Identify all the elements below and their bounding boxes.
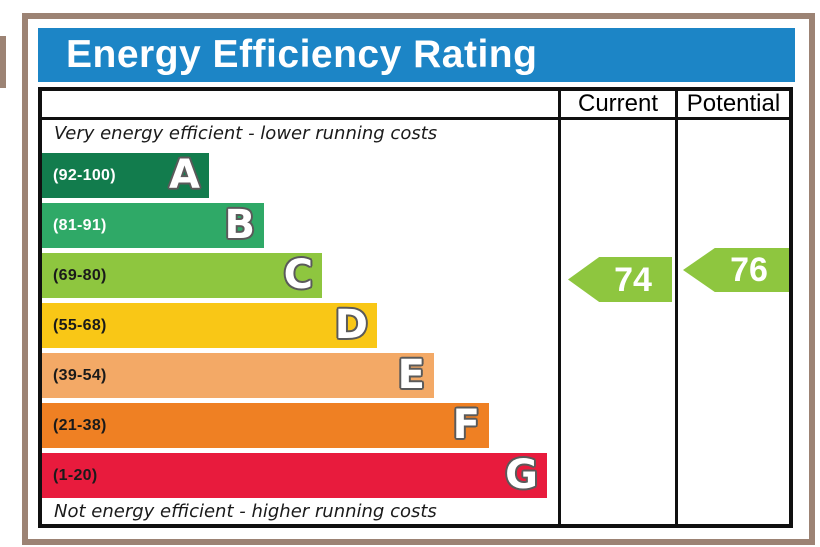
potential-rating-value: 76 (730, 251, 768, 289)
band-range-label: (39-54) (53, 366, 107, 384)
band-row-b: (81-91) B (42, 203, 264, 248)
band-range-label: (55-68) (53, 316, 107, 334)
band-range-label: (1-20) (53, 466, 98, 484)
band-letter: G (505, 451, 538, 498)
page-title: Energy Efficiency Rating (66, 33, 538, 76)
current-rating-arrow: 74 (568, 257, 672, 302)
rating-bands: (92-100) A (81-91) B (69-80) C (55-68) D… (42, 153, 547, 503)
band-row-e: (39-54) E (42, 353, 434, 398)
band-row-f: (21-38) F (42, 403, 489, 448)
bottom-note: Not energy efficient - higher running co… (54, 501, 437, 522)
band-row-c: (69-80) C (42, 253, 322, 298)
band-letter: A (169, 151, 200, 198)
band-letter: C (283, 251, 313, 298)
column-header-current: Current (577, 90, 659, 117)
band-range-label: (69-80) (53, 266, 107, 284)
band-range-label: (81-91) (53, 216, 107, 234)
band-row-a: (92-100) A (42, 153, 209, 198)
band-letter: E (397, 351, 425, 398)
title-bar: Energy Efficiency Rating (38, 28, 795, 82)
band-row-g: (1-20) G (42, 453, 547, 498)
current-rating-value: 74 (614, 260, 652, 299)
rating-table: Current Potential Very energy efficient … (38, 87, 793, 528)
top-note: Very energy efficient - lower running co… (54, 123, 438, 144)
band-row-d: (55-68) D (42, 303, 377, 348)
header-row-border (42, 117, 789, 120)
column-divider-right (675, 91, 678, 524)
potential-rating-arrow: 76 (683, 248, 789, 292)
band-letter: F (452, 401, 480, 448)
band-letter: B (224, 201, 256, 248)
band-range-label: (21-38) (53, 416, 107, 434)
left-edge-border-artifact (0, 36, 6, 88)
column-header-potential: Potential (686, 90, 781, 117)
band-letter: D (334, 301, 368, 348)
column-divider-left (558, 91, 561, 524)
band-range-label: (92-100) (53, 166, 116, 184)
